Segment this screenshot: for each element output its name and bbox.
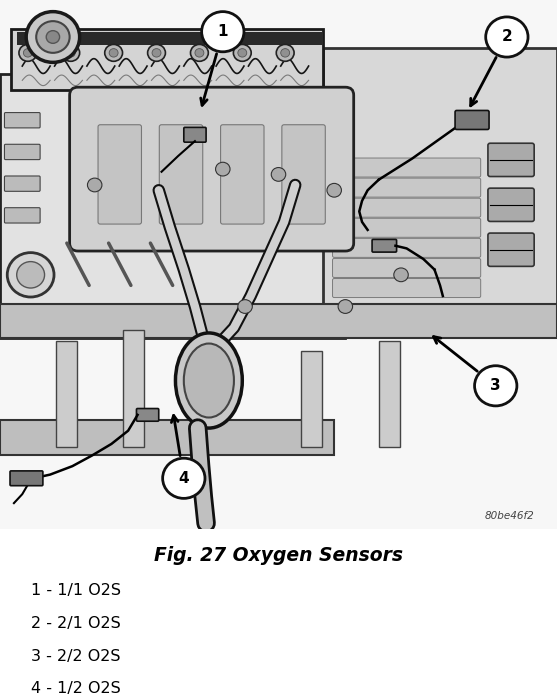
Text: 4 - 1/2 O2S: 4 - 1/2 O2S — [31, 681, 120, 696]
FancyBboxPatch shape — [372, 239, 397, 252]
Circle shape — [105, 44, 123, 62]
Circle shape — [394, 268, 408, 281]
FancyBboxPatch shape — [333, 178, 481, 197]
Circle shape — [87, 178, 102, 192]
Text: 2 - 2/1 O2S: 2 - 2/1 O2S — [31, 616, 120, 631]
Circle shape — [26, 12, 80, 62]
Circle shape — [281, 48, 290, 57]
FancyBboxPatch shape — [10, 471, 43, 486]
Circle shape — [271, 167, 286, 181]
FancyBboxPatch shape — [4, 176, 40, 191]
FancyBboxPatch shape — [488, 144, 534, 176]
FancyBboxPatch shape — [221, 125, 264, 224]
Ellipse shape — [175, 333, 242, 428]
FancyBboxPatch shape — [488, 188, 534, 221]
FancyBboxPatch shape — [4, 208, 40, 223]
FancyBboxPatch shape — [11, 29, 323, 90]
FancyBboxPatch shape — [301, 351, 322, 447]
Circle shape — [486, 17, 528, 57]
Circle shape — [19, 44, 37, 62]
Circle shape — [216, 162, 230, 176]
FancyBboxPatch shape — [17, 32, 323, 45]
FancyBboxPatch shape — [379, 341, 400, 447]
FancyBboxPatch shape — [98, 125, 141, 224]
FancyBboxPatch shape — [56, 341, 77, 447]
Circle shape — [475, 365, 517, 406]
FancyBboxPatch shape — [0, 420, 334, 454]
FancyBboxPatch shape — [333, 258, 481, 277]
Circle shape — [338, 300, 353, 314]
Circle shape — [327, 183, 341, 197]
Ellipse shape — [184, 344, 234, 417]
FancyBboxPatch shape — [333, 158, 481, 177]
Text: 4: 4 — [178, 471, 189, 486]
Circle shape — [238, 48, 247, 57]
FancyBboxPatch shape — [333, 239, 481, 258]
FancyBboxPatch shape — [159, 125, 203, 224]
FancyBboxPatch shape — [70, 88, 354, 251]
Circle shape — [202, 12, 244, 52]
Circle shape — [7, 253, 54, 297]
FancyBboxPatch shape — [0, 74, 345, 338]
Circle shape — [163, 458, 205, 498]
FancyBboxPatch shape — [4, 113, 40, 128]
FancyBboxPatch shape — [333, 198, 481, 217]
Text: 3: 3 — [490, 378, 501, 393]
FancyBboxPatch shape — [282, 125, 325, 224]
Text: Fig. 27 Oxygen Sensors: Fig. 27 Oxygen Sensors — [154, 546, 403, 565]
FancyBboxPatch shape — [488, 233, 534, 267]
Circle shape — [195, 48, 204, 57]
Circle shape — [23, 48, 32, 57]
Circle shape — [148, 44, 165, 62]
FancyBboxPatch shape — [333, 218, 481, 237]
FancyBboxPatch shape — [0, 304, 557, 338]
FancyBboxPatch shape — [123, 330, 144, 447]
Text: 1: 1 — [218, 25, 228, 39]
Text: 1 - 1/1 O2S: 1 - 1/1 O2S — [31, 583, 121, 598]
Circle shape — [233, 44, 251, 62]
Circle shape — [17, 262, 45, 288]
Text: 3 - 2/2 O2S: 3 - 2/2 O2S — [31, 648, 120, 664]
FancyBboxPatch shape — [136, 409, 159, 421]
Circle shape — [36, 21, 70, 52]
Text: 2: 2 — [501, 29, 512, 45]
Circle shape — [46, 31, 60, 43]
Circle shape — [66, 48, 75, 57]
Circle shape — [238, 300, 252, 314]
FancyBboxPatch shape — [455, 111, 489, 130]
Circle shape — [190, 44, 208, 62]
FancyBboxPatch shape — [4, 144, 40, 160]
Circle shape — [62, 44, 80, 62]
Text: 80be46f2: 80be46f2 — [485, 510, 535, 521]
FancyBboxPatch shape — [323, 48, 557, 317]
FancyBboxPatch shape — [333, 279, 481, 298]
FancyBboxPatch shape — [0, 0, 557, 528]
Circle shape — [109, 48, 118, 57]
Circle shape — [276, 44, 294, 62]
Circle shape — [152, 48, 161, 57]
FancyBboxPatch shape — [184, 127, 206, 142]
